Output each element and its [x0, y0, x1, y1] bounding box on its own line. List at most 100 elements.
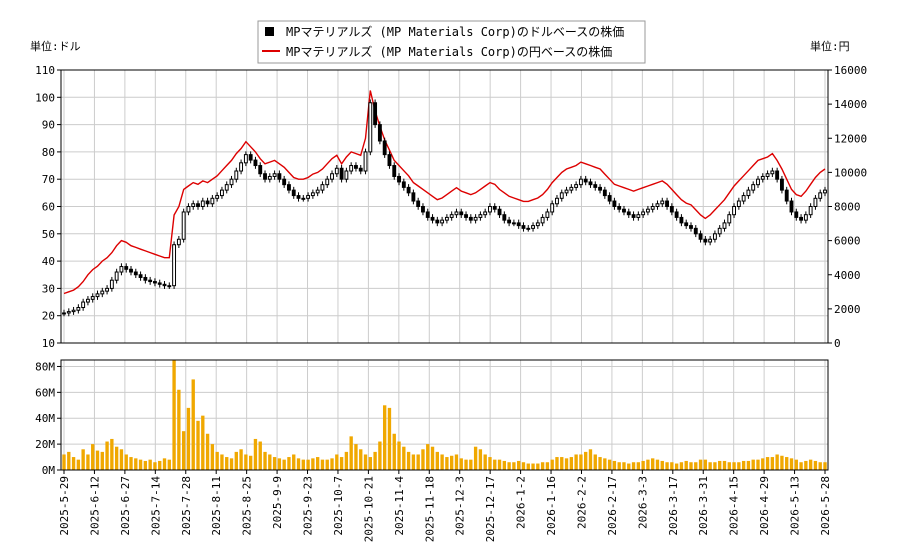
volume-bar	[780, 455, 784, 470]
candle-body	[473, 216, 478, 221]
candle-body	[66, 311, 71, 314]
candle-body	[521, 225, 526, 229]
volume-bar	[641, 460, 645, 470]
candle-body	[641, 211, 646, 216]
candle-body	[645, 208, 650, 213]
volume-bar	[263, 451, 267, 470]
volume-bars	[62, 360, 827, 470]
volume-bar	[454, 454, 459, 470]
candle-body	[526, 227, 531, 230]
volume-bar	[789, 458, 794, 470]
candle-body	[454, 211, 459, 216]
volume-bar	[794, 459, 798, 470]
candle-body	[507, 219, 512, 224]
left-tick-label: 40	[42, 255, 55, 268]
candle-body	[349, 165, 354, 172]
right-tick-label: 10000	[834, 166, 867, 179]
candle-body	[588, 181, 593, 186]
right-tick-label: 12000	[834, 132, 867, 145]
volume-bar	[722, 460, 727, 470]
volume-bar	[134, 458, 138, 470]
candle-body	[186, 206, 191, 213]
volume-bar	[435, 451, 439, 470]
x-tick-label: 2025-8-25	[241, 476, 254, 536]
candle-body	[813, 197, 818, 207]
candle-body	[157, 282, 162, 285]
candle-body	[119, 266, 124, 273]
candle-body	[258, 165, 263, 175]
candle-body	[674, 211, 679, 218]
candle-body	[148, 279, 153, 283]
candle-body	[377, 124, 382, 142]
candle-body	[502, 214, 507, 221]
candle-body	[712, 233, 717, 240]
volume-bar	[617, 462, 621, 470]
volume-bar	[531, 463, 535, 470]
volume-bar	[162, 458, 167, 470]
candle-body	[535, 222, 540, 227]
volume-bar	[785, 457, 789, 470]
candle-body	[76, 307, 81, 311]
left-tick-label: 90	[42, 119, 55, 132]
left-tick-label: 100	[35, 91, 55, 104]
candle-body	[784, 189, 789, 202]
volume-bar	[579, 454, 583, 470]
candle-body	[354, 165, 358, 169]
volume-bar	[526, 463, 530, 470]
left-tick-label: 50	[42, 228, 55, 241]
volume-bar	[225, 457, 229, 470]
candle-body	[229, 178, 234, 186]
candle-body	[330, 173, 334, 180]
volume-bar	[560, 457, 564, 470]
volume-bar	[315, 457, 320, 470]
candle-body	[239, 162, 244, 172]
volume-bar	[220, 454, 224, 470]
candle-body	[220, 189, 224, 197]
volume-bar	[770, 457, 775, 470]
candle-body	[129, 268, 133, 273]
candle-body	[574, 184, 579, 188]
volume-bar	[713, 462, 717, 470]
candle-body	[684, 222, 689, 227]
volume-bar	[373, 451, 377, 470]
legend: MPマテリアルズ (MP Materials Corp)のドルベースの株価 MP…	[257, 20, 646, 64]
volume-bar	[622, 462, 626, 470]
volume-bar	[186, 407, 191, 470]
candle-body	[612, 200, 617, 207]
left-tick-label: 70	[42, 173, 55, 186]
left-tick-label: 80	[42, 146, 55, 159]
candle-body	[727, 214, 732, 224]
plot-frames	[60, 69, 829, 471]
left-axis-unit: 単位:ドル	[30, 39, 81, 53]
volume-bar	[148, 459, 152, 470]
volume-bar	[229, 458, 234, 470]
volume-plot-frame	[60, 359, 829, 471]
candle-body	[243, 154, 248, 164]
x-tick-label: 2026-1-16	[545, 476, 558, 536]
volume-bar	[737, 462, 741, 470]
volume-bar	[378, 441, 382, 470]
volume-bar	[818, 462, 822, 470]
volume-bar	[502, 460, 507, 470]
candle-body	[162, 283, 167, 287]
candle-body	[488, 206, 492, 213]
volume-bar	[296, 458, 301, 470]
candle-body	[751, 184, 756, 191]
candle-body	[794, 211, 799, 218]
tick-labels: 10 20 30 40 50 60 70 80 90 100 110 0 2000 4000 6000 800…	[35, 64, 867, 542]
volume-bar	[478, 449, 483, 470]
volume-bar	[382, 405, 387, 470]
candle-body	[301, 197, 306, 200]
x-tick-label: 2025-8-11	[210, 476, 223, 536]
grid	[61, 69, 828, 471]
candle-body	[808, 206, 813, 216]
volume-bar	[607, 459, 612, 470]
candle-body	[100, 290, 105, 295]
volume-bar	[493, 459, 497, 470]
volume-bar	[627, 463, 631, 470]
x-tick-label: 2025-7-14	[149, 476, 162, 536]
candle-body	[803, 214, 808, 221]
volume-bar	[603, 458, 607, 470]
candle-body	[478, 214, 483, 218]
